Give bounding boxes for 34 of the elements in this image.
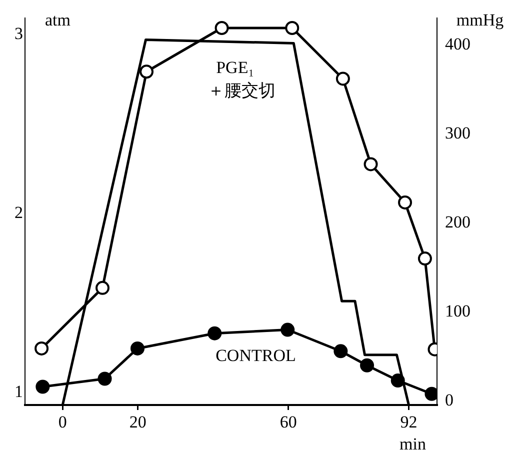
y2-tick-label: 200 <box>445 212 470 232</box>
y-axis-title: atm <box>45 10 70 30</box>
point <box>334 344 348 358</box>
point <box>280 322 295 337</box>
x-tick-label: 0 <box>58 412 67 432</box>
point <box>214 20 229 35</box>
y-tick-label: 2 <box>14 202 23 222</box>
y2-tick-label: 300 <box>445 123 470 142</box>
y-tick-label: 3 <box>14 24 23 43</box>
x-tick-label: 60 <box>280 412 297 432</box>
point <box>140 64 154 79</box>
point <box>36 380 50 394</box>
point <box>34 341 49 356</box>
point <box>96 280 110 295</box>
point <box>130 341 144 356</box>
x-tick-label: 20 <box>129 412 146 432</box>
y2-axis-title: mmHg <box>456 10 504 30</box>
point <box>336 72 350 86</box>
y2-tick-label: 100 <box>445 301 470 320</box>
x-tick-label: 92 <box>400 412 418 432</box>
point <box>208 326 222 340</box>
point <box>418 252 432 266</box>
point <box>398 195 412 210</box>
annotation: PGE₁ <box>216 58 254 77</box>
annotation: ＋腰交切 <box>207 81 276 100</box>
y2-tick-label: 400 <box>445 34 470 54</box>
y2-tick-label: 0 <box>445 390 454 410</box>
point <box>364 157 378 172</box>
y-tick-label: 1 <box>14 382 23 401</box>
point <box>98 372 112 386</box>
annotation: CONTROL <box>216 346 296 366</box>
point <box>285 20 300 35</box>
point <box>360 358 374 372</box>
x-axis-title: min <box>400 434 426 454</box>
